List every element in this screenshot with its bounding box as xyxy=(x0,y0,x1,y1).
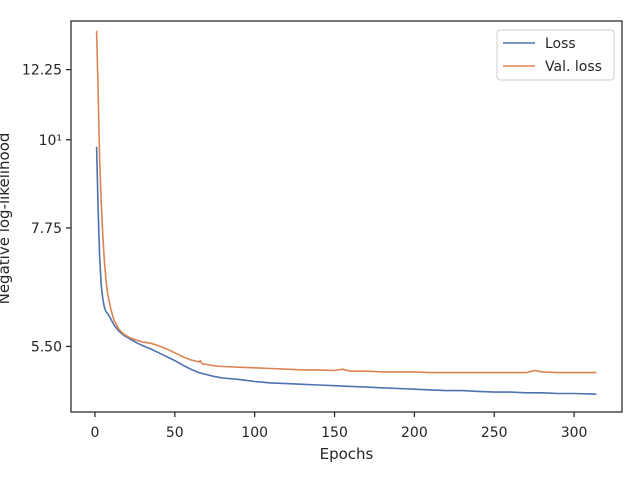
y-tick-label: 5.50 xyxy=(31,339,62,355)
series-line-loss xyxy=(95,146,597,395)
x-tick-label: 100 xyxy=(241,425,268,441)
x-tick-label: 250 xyxy=(481,425,508,441)
y-tick-label: 12.25 xyxy=(22,63,62,79)
y-tick-label: 7.75 xyxy=(31,221,62,237)
x-tick-label: 50 xyxy=(166,425,184,441)
axes: 0 50 100 150 200 250 300 5.50 7.75 10¹ 12.25 Epochs… xyxy=(0,20,623,463)
legend: Loss Val. loss xyxy=(496,29,615,81)
x-tick-label: 200 xyxy=(401,425,428,441)
plot-area xyxy=(95,30,597,395)
series-line-val-loss xyxy=(95,30,597,374)
axes-frame xyxy=(70,20,623,413)
legend-label: Loss xyxy=(545,36,576,52)
legend-label: Val. loss xyxy=(545,59,602,75)
x-axis-label: Epochs xyxy=(320,445,374,463)
x-tick-label: 150 xyxy=(321,425,348,441)
y-tick-label: 10¹ xyxy=(39,133,62,149)
x-tick-label: 300 xyxy=(561,425,588,441)
x-tick-label: 0 xyxy=(90,425,99,441)
y-axis-label: Negative log-likelihood xyxy=(0,133,13,305)
